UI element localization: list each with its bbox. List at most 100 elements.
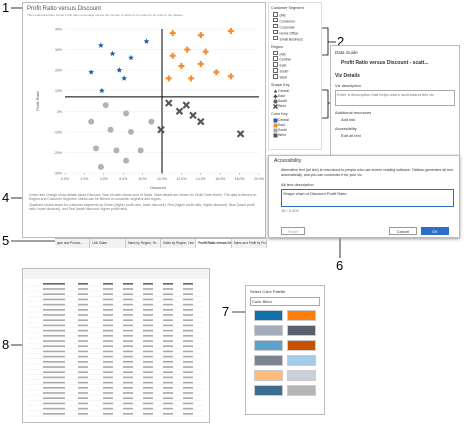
cell-text xyxy=(78,407,88,410)
cell-text xyxy=(78,366,88,368)
x-tick-label: 20.0% xyxy=(254,177,264,181)
ok-button[interactable]: OK xyxy=(421,227,449,235)
filter-option[interactable]: Central xyxy=(273,56,321,62)
data-point xyxy=(157,126,165,134)
data-point xyxy=(184,46,191,53)
filter-option[interactable]: Corporate xyxy=(273,23,321,30)
sheet-tab[interactable]: Sales by Region, Line and B... xyxy=(160,239,197,248)
cell-text xyxy=(103,371,113,373)
sheet-tab[interactable]: Profit Ratio versus Discount xyxy=(196,239,232,248)
legend-shape xyxy=(273,94,278,99)
cell-text xyxy=(143,324,153,327)
data-point xyxy=(97,163,104,170)
cancel-button[interactable]: Cancel xyxy=(389,227,417,235)
cell-text xyxy=(143,371,153,373)
cell-text xyxy=(183,303,193,306)
checkbox xyxy=(273,29,278,35)
cell-text xyxy=(123,350,133,353)
paragraph: Quadrant shows areas for customer segmen… xyxy=(29,203,255,211)
checkbox xyxy=(273,12,278,17)
y-tick-label: 30% xyxy=(55,48,62,52)
color-swatch[interactable] xyxy=(287,370,316,381)
add-link[interactable]: Add link xyxy=(341,117,356,122)
filter-option[interactable]: (All) xyxy=(273,12,321,18)
option-label: (All) xyxy=(279,13,286,18)
color-swatch[interactable] xyxy=(287,355,316,366)
y-tick-label: -30% xyxy=(54,172,62,176)
cell-text xyxy=(123,355,133,358)
filter-option[interactable]: Consumer xyxy=(273,17,321,24)
edit-alt-text[interactable]: Edit alt text xyxy=(341,133,361,138)
data-point xyxy=(236,130,245,138)
filter-option[interactable]: South xyxy=(273,68,321,74)
panel-title: Data Guide xyxy=(335,50,358,55)
data-point xyxy=(88,118,95,125)
data-point xyxy=(88,69,95,75)
cell-text xyxy=(163,387,173,389)
checkbox xyxy=(273,56,278,61)
cell-text xyxy=(183,314,193,316)
data-point xyxy=(98,42,104,48)
data-point xyxy=(109,50,116,57)
filter-option[interactable]: Home Office xyxy=(273,29,321,36)
accessibility-dialog: Accessibility Alternative text (alt text… xyxy=(268,155,460,238)
color-swatch[interactable] xyxy=(287,385,316,396)
cell-text xyxy=(103,397,113,399)
reset-button[interactable]: Reset xyxy=(281,227,305,235)
cell-text xyxy=(78,309,88,311)
cell-text xyxy=(143,335,153,337)
cell-text xyxy=(103,329,113,332)
color-swatch[interactable] xyxy=(254,370,283,381)
sheet-tab[interactable]: Sales by Region, Ye... xyxy=(125,239,161,248)
cell-text xyxy=(103,387,113,389)
legend-label: South xyxy=(278,99,287,104)
cell-text xyxy=(103,392,113,394)
data-point xyxy=(197,60,204,67)
color-swatch[interactable] xyxy=(254,310,283,321)
callout: 1 xyxy=(2,0,10,15)
color-swatch[interactable] xyxy=(254,355,283,366)
cell-text xyxy=(78,381,88,384)
sheet-tab[interactable]: Sales and Profit by Product Cat... xyxy=(231,239,267,248)
palette-dropdown[interactable]: Color Blind xyxy=(250,297,320,306)
cell-text xyxy=(183,283,193,285)
sheet-tab[interactable]: Unit Sales xyxy=(90,239,126,248)
callout: 6 xyxy=(336,258,344,273)
legend-title: Color Key xyxy=(271,112,288,117)
dialog-title: Select Color Palette xyxy=(250,289,286,294)
legend-entry: Central xyxy=(273,89,321,94)
color-swatch[interactable] xyxy=(254,385,283,396)
cell-text xyxy=(163,361,173,363)
filter-option[interactable]: Small Business xyxy=(273,35,321,42)
sheet-tab[interactable]: gion and Produc... xyxy=(55,239,91,248)
cell-text xyxy=(43,324,65,327)
cell-text xyxy=(43,381,65,384)
cell-text xyxy=(103,407,113,410)
cell-text xyxy=(78,376,88,379)
color-swatch[interactable] xyxy=(287,310,316,321)
color-swatch[interactable] xyxy=(287,325,316,336)
cell-text xyxy=(103,288,113,290)
color-swatch[interactable] xyxy=(254,340,283,351)
cell-text xyxy=(103,283,113,285)
cell-text xyxy=(183,345,193,347)
alt-text-input[interactable]: Shape chart of Discount Profit Ratio xyxy=(281,189,454,207)
cell-text xyxy=(143,283,153,285)
cell-text xyxy=(183,413,193,415)
cell-text xyxy=(163,288,173,290)
filter-option[interactable]: East xyxy=(273,62,321,68)
color-swatch[interactable] xyxy=(287,340,316,351)
cell-text xyxy=(103,314,113,316)
color-swatch[interactable] xyxy=(254,325,283,336)
filter-option[interactable]: (All) xyxy=(273,50,321,57)
cell-text xyxy=(43,413,65,415)
cell-text xyxy=(143,366,153,368)
description-input[interactable]: Enter a description that helps users und… xyxy=(335,90,455,106)
cell-text xyxy=(103,324,113,327)
cell-text xyxy=(183,288,193,290)
cell-text xyxy=(183,407,193,410)
cell-text xyxy=(163,392,173,394)
legend-entry: West xyxy=(273,104,321,110)
filter-option[interactable]: West xyxy=(273,74,321,80)
